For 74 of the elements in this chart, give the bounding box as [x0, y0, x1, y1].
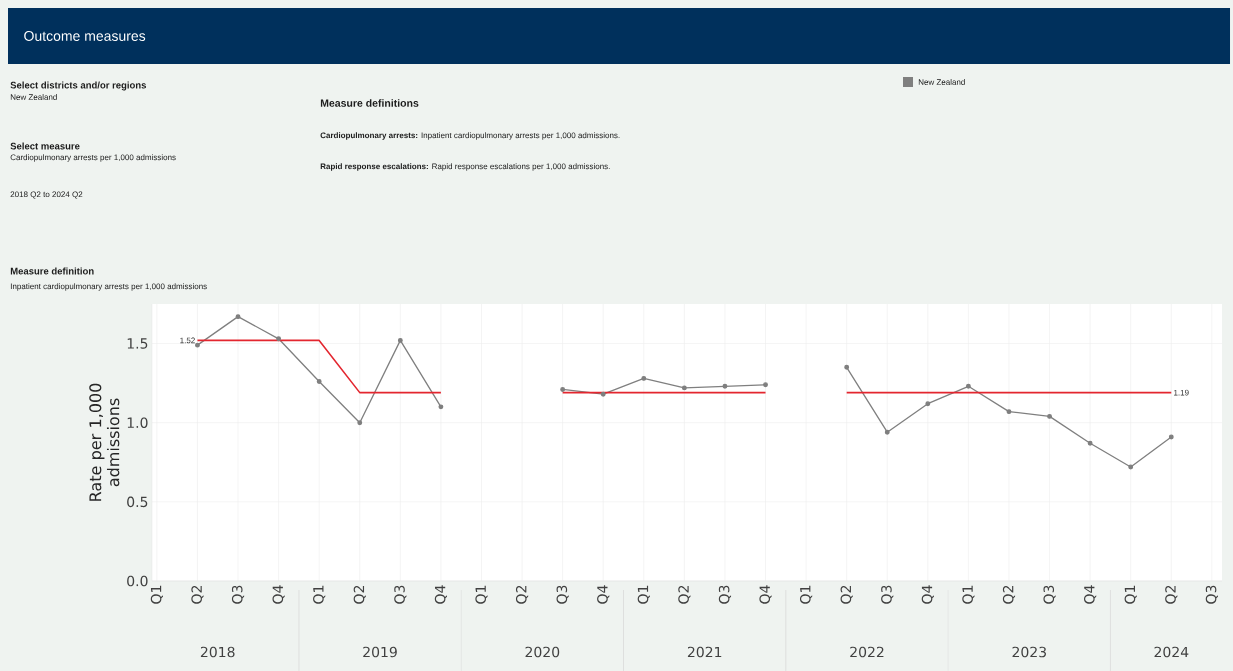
data-label: 1.19: [1174, 389, 1189, 396]
text: Select measure: [10, 142, 80, 150]
text: Measure definitions: [320, 98, 419, 107]
text: Select districts and/or regions: [10, 81, 147, 91]
text: 2018 Q2 to 2024 Q2: [10, 191, 83, 199]
x-tick-label: Q2: [1002, 585, 1016, 604]
point: [763, 382, 768, 387]
point: [600, 391, 606, 397]
point: [357, 420, 363, 425]
x-tick-label: Q2: [191, 585, 204, 604]
x-tick-label: Q4: [272, 585, 285, 604]
point: [641, 375, 647, 381]
point: [925, 401, 931, 406]
x-tick-label: Q4: [597, 585, 610, 604]
point: [195, 342, 200, 348]
text: 2021: [687, 646, 722, 658]
point: [844, 364, 850, 370]
point: [560, 386, 566, 392]
data-label: 1.52: [180, 337, 195, 344]
x-tick-label: Q3: [231, 585, 245, 604]
chart-subtitle: Inpatient cardiopulmonary arrests per 1,000 admissions: [10, 283, 207, 291]
text: 2018: [200, 646, 235, 658]
point: [1006, 408, 1012, 414]
point: [397, 337, 403, 343]
x-tick-label: Q1: [475, 585, 488, 604]
x-tick-label: Q2: [678, 585, 691, 604]
text: Measure definition: [10, 267, 94, 275]
x-tick-label: Q2: [353, 585, 366, 604]
x-tick-label: Q3: [1043, 585, 1056, 604]
x-tick-label: Q3: [718, 585, 732, 604]
legend-label: New Zealand: [918, 78, 965, 85]
text: Cardiopulmonary arrests per 1,000 admissions: [10, 154, 176, 162]
text: Rapid response escalations: Rapid response escalations per 1,000 admissions.: [320, 163, 610, 171]
text: Cardiopulmonary arrests: Inpatient cardiopulmonary arrests per 1,000 admissions.: [320, 132, 620, 140]
text: New Zealand: [10, 93, 57, 100]
x-tick-label: Q1: [1124, 585, 1137, 604]
point: [1087, 440, 1093, 446]
point: [884, 429, 890, 435]
text: 2023: [1012, 646, 1046, 658]
text: 2020: [525, 646, 560, 658]
x-tick-label: Q1: [799, 585, 813, 604]
chart-title: Outcome measures: [24, 30, 146, 41]
x-tick-label: Q3: [394, 585, 407, 604]
point: [722, 383, 728, 389]
x-tick-label: Q3: [556, 585, 569, 604]
x-tick-label: Q4: [1084, 585, 1097, 604]
x-tick-label: Q3: [1205, 585, 1218, 604]
x-tick-label: Q1: [637, 585, 650, 604]
point: [1047, 413, 1052, 419]
x-tick-label: Q4: [759, 585, 772, 604]
point: [1168, 434, 1174, 440]
x-tick-label: Q3: [881, 585, 894, 604]
point: [316, 378, 322, 384]
y-tick-label: 1.0: [127, 417, 148, 428]
y-axis-title: Rate per 1,000 admissions: [89, 383, 120, 501]
x-tick-label: Q1: [962, 585, 975, 604]
point: [235, 314, 241, 319]
text: 2024: [1154, 646, 1189, 658]
y-tick-label: 1.5: [127, 338, 148, 349]
x-tick-label: Q2: [515, 585, 529, 604]
x-tick-label: Q4: [434, 585, 448, 604]
text: 2019: [363, 646, 397, 658]
x-tick-label: Q1: [150, 585, 163, 604]
x-tick-label: Q2: [1165, 585, 1178, 604]
x-tick-label: Q1: [313, 585, 326, 604]
x-tick-label: Q4: [921, 585, 934, 604]
y-tick-label: 0.0: [127, 575, 148, 587]
point: [276, 336, 282, 342]
x-tick-label: Q2: [840, 585, 853, 604]
y-tick-label: 0.5: [127, 496, 148, 507]
point: [1128, 464, 1134, 470]
point: [965, 383, 971, 389]
text: 2022: [850, 646, 884, 658]
point: [681, 385, 687, 391]
